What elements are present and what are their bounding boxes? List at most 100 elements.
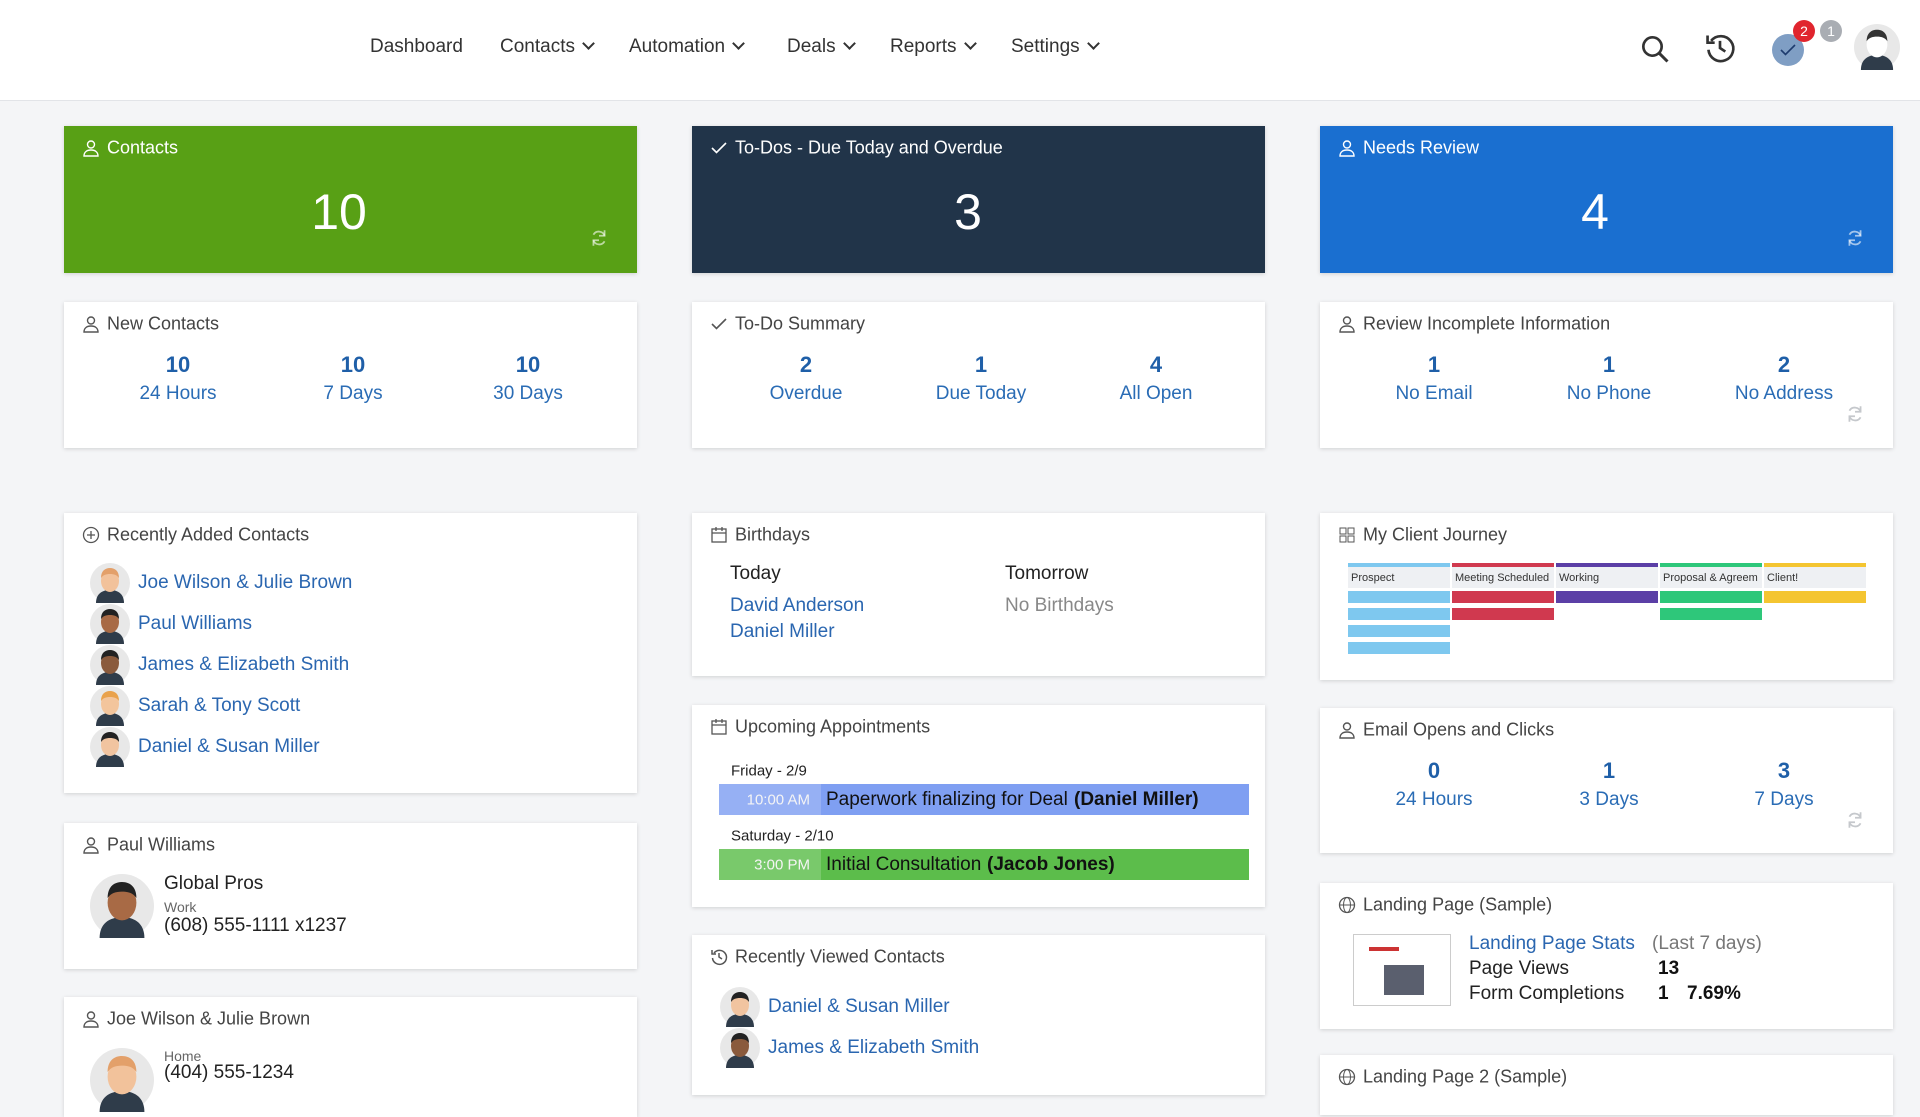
stat-value[interactable]: 1 <box>1602 758 1616 783</box>
nav-item[interactable]: Dashboard <box>370 36 463 57</box>
stage-bar[interactable] <box>1348 625 1450 637</box>
recently-viewed-card: Recently Viewed Contacts Daniel & Susan M… <box>692 935 1265 1095</box>
company: Global Pros <box>164 873 264 894</box>
contact-link[interactable]: Sarah & Tony Scott <box>138 695 301 716</box>
icon <box>1339 527 1355 543</box>
stat-value[interactable]: 10 <box>165 352 191 377</box>
phone-type: Work <box>164 899 197 915</box>
card-title: Paul Williams <box>107 834 216 855</box>
metric-value: 13 <box>1658 958 1680 979</box>
icon <box>1338 896 1356 914</box>
stat-label[interactable]: 24 Hours <box>1395 789 1473 810</box>
contact-link[interactable]: Joe Wilson & Julie Brown <box>138 572 353 593</box>
stage-bar[interactable] <box>1452 608 1554 620</box>
icon <box>1706 34 1735 63</box>
icon <box>592 230 606 246</box>
metric-label: Form Completions <box>1469 983 1625 1004</box>
appointment-subject: Initial Consultation <box>826 854 982 875</box>
contact-link[interactable]: David Anderson <box>730 595 865 616</box>
phone-type: Home <box>164 1048 202 1064</box>
stage-header: Proposal & Agreem <box>1660 563 1762 588</box>
appointment-time: 10:00 AM <box>746 791 810 809</box>
stat-value[interactable]: 1 <box>1602 352 1616 377</box>
stat-card: Review Incomplete Information 1 No Email 1 N… <box>1320 302 1893 448</box>
stat-value[interactable]: 3 <box>1777 758 1791 783</box>
stage-bar[interactable] <box>1556 591 1658 603</box>
stat-value[interactable]: 4 <box>1149 352 1163 377</box>
appointment-bar[interactable]: 10:00 AM Paperwork finalizing for Deal (Da… <box>719 784 1249 815</box>
icon <box>1848 812 1862 828</box>
metric-label: Page Views <box>1469 958 1569 979</box>
stage-bar[interactable] <box>1348 591 1450 603</box>
stat-label[interactable]: No Email <box>1395 383 1473 404</box>
card-title: Recently Viewed Contacts <box>735 946 945 967</box>
stat-value[interactable]: 2 <box>799 352 813 377</box>
stat-value[interactable]: 1 <box>1427 352 1441 377</box>
time-cell <box>719 849 821 880</box>
stat-value[interactable]: 10 <box>515 352 541 377</box>
stat-value[interactable]: 10 <box>340 352 366 377</box>
nav-item[interactable]: Deals <box>787 36 854 58</box>
contact-link[interactable]: James & Elizabeth Smith <box>138 654 350 675</box>
avatar <box>90 645 130 685</box>
stat-card: To-Do Summary 2 Overdue 1 Due Today 4 All Open <box>692 302 1265 448</box>
card-title: Upcoming Appointments <box>735 716 931 737</box>
avatar <box>1854 24 1900 70</box>
tile-title: Needs Review <box>1363 137 1480 158</box>
stat-label[interactable]: No Phone <box>1566 383 1652 404</box>
stage-bar[interactable] <box>1764 591 1866 603</box>
stage-bar[interactable] <box>1348 642 1450 654</box>
contact-link[interactable]: James & Elizabeth Smith <box>768 1037 980 1058</box>
icon <box>83 140 99 157</box>
appointment-bar[interactable]: 3:00 PM Initial Consultation (Jacob Jones) <box>719 849 1249 880</box>
tile-value: 10 <box>311 184 367 240</box>
stat-label[interactable]: 30 Days <box>493 383 563 404</box>
stat-label[interactable]: Due Today <box>935 383 1027 404</box>
contact-link[interactable]: Daniel & Susan Miller <box>138 736 320 757</box>
stat-label[interactable]: 3 Days <box>1579 789 1639 810</box>
appointment-contact: (Jacob Jones) <box>987 854 1115 875</box>
appointments-card: Upcoming Appointments Friday - 2/9 10:00 A… <box>692 705 1265 907</box>
nav-item[interactable]: Reports <box>890 36 975 58</box>
stat-label[interactable]: 7 Days <box>323 383 383 404</box>
stat-label[interactable]: Overdue <box>769 383 843 404</box>
stats-link[interactable]: Landing Page Stats <box>1469 933 1635 954</box>
icon <box>711 949 728 966</box>
nav-item[interactable]: Settings <box>1011 36 1098 58</box>
avatar <box>720 1028 760 1068</box>
avatar <box>90 563 130 603</box>
stat-label[interactable]: All Open <box>1119 383 1193 404</box>
landing-page-card: Landing Page (Sample) Landing Page Stats (… <box>1320 883 1893 1029</box>
stage-bar[interactable] <box>1660 608 1762 620</box>
phone: (404) 555-1234 <box>164 1062 294 1083</box>
card-title: Email Opens and Clicks <box>1363 719 1555 740</box>
stat-value[interactable]: 1 <box>974 352 988 377</box>
icon <box>1780 44 1796 56</box>
card-title: New Contacts <box>107 313 220 334</box>
contact-link[interactable]: Daniel & Susan Miller <box>768 996 950 1017</box>
avatar <box>90 874 154 938</box>
stat-label[interactable]: No Address <box>1734 383 1834 404</box>
stat-label[interactable]: 7 Days <box>1754 789 1814 810</box>
appointment-contact: (Daniel Miller) <box>1074 789 1199 810</box>
avatar <box>90 727 130 767</box>
icon <box>83 316 99 333</box>
tile-value: 3 <box>954 184 982 240</box>
contact-link[interactable]: Paul Williams <box>138 613 253 634</box>
icon <box>1339 140 1355 157</box>
metric-rate: 7.69% <box>1687 983 1741 1004</box>
stage-header: Prospect <box>1348 563 1450 588</box>
stat-value[interactable]: 0 <box>1427 758 1441 783</box>
stat-value[interactable]: 2 <box>1777 352 1791 377</box>
card-title: To-Do Summary <box>735 313 866 334</box>
stage-bar[interactable] <box>1348 608 1450 620</box>
nav-item[interactable]: Automation <box>629 36 743 58</box>
icon <box>1339 316 1355 333</box>
empty-note: No Birthdays <box>1005 595 1114 616</box>
stage-bar[interactable] <box>1452 591 1554 603</box>
stage-bar[interactable] <box>1660 591 1762 603</box>
badge: 2 <box>1793 20 1815 42</box>
stat-label[interactable]: 24 Hours <box>139 383 217 404</box>
contact-link[interactable]: Daniel Miller <box>730 621 835 642</box>
nav-item[interactable]: Contacts <box>500 36 593 58</box>
